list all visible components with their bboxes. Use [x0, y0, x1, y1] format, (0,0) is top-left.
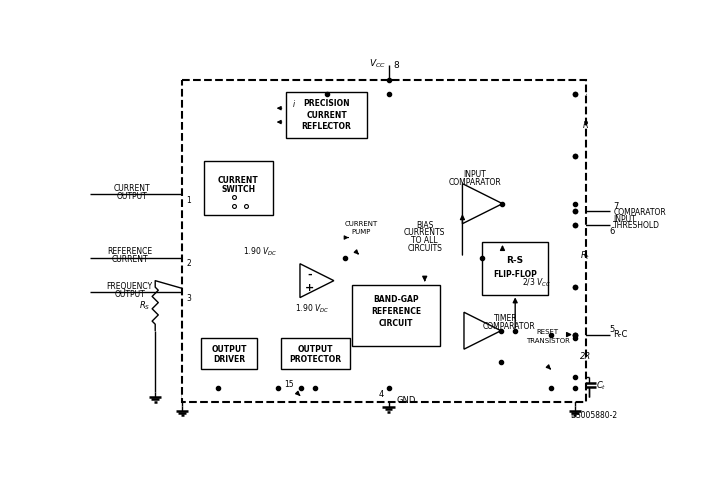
Bar	[201, 338, 257, 369]
Text: COMPARATOR: COMPARATOR	[448, 178, 501, 187]
Text: FLIP-FLOP: FLIP-FLOP	[494, 270, 537, 279]
Text: 15: 15	[284, 380, 294, 389]
Text: $V_{CC}$: $V_{CC}$	[369, 57, 386, 70]
Text: OUTPUT: OUTPUT	[117, 192, 147, 201]
Text: DRIVER: DRIVER	[213, 355, 245, 364]
Text: $R_S$: $R_S$	[139, 299, 150, 312]
Text: 2R: 2R	[580, 352, 591, 360]
Text: OUTPUT: OUTPUT	[211, 345, 247, 354]
Text: 5: 5	[610, 325, 615, 334]
Text: 1.90 $V_{DC}$: 1.90 $V_{DC}$	[244, 245, 278, 258]
Text: $R_t$: $R_t$	[581, 250, 591, 262]
Text: CURRENT: CURRENT	[111, 255, 148, 264]
Bar	[351, 284, 440, 346]
Text: 8: 8	[394, 61, 399, 70]
Text: PRECISION: PRECISION	[303, 99, 350, 108]
Text: 1: 1	[186, 196, 191, 205]
Text: TRANSISTOR: TRANSISTOR	[526, 338, 570, 344]
Text: CIRCUIT: CIRCUIT	[379, 318, 413, 327]
Text: R-C: R-C	[613, 330, 628, 339]
Text: $C_t$: $C_t$	[596, 379, 606, 391]
Bar	[281, 338, 350, 369]
Text: REFERENCE: REFERENCE	[107, 247, 152, 256]
Text: 7: 7	[613, 202, 619, 211]
Text: DS005880-2: DS005880-2	[570, 411, 617, 420]
Text: 2/3 $V_{CC}$: 2/3 $V_{CC}$	[522, 277, 552, 289]
Text: COMPARATOR: COMPARATOR	[483, 322, 536, 331]
Text: SWITCH: SWITCH	[221, 185, 256, 194]
Text: GND: GND	[396, 396, 415, 405]
Bar	[482, 242, 548, 294]
Text: CURRENT: CURRENT	[114, 184, 151, 193]
Text: CURRENT: CURRENT	[218, 176, 259, 185]
Text: PROTECTOR: PROTECTOR	[289, 355, 341, 364]
Text: OUTPUT: OUTPUT	[115, 290, 145, 299]
Text: REFERENCE: REFERENCE	[371, 307, 421, 316]
Text: BIAS: BIAS	[416, 221, 434, 230]
Text: i: i	[292, 100, 294, 109]
Text: PUMP: PUMP	[351, 229, 370, 235]
Text: +: +	[305, 282, 314, 293]
Text: FREQUENCY: FREQUENCY	[107, 282, 153, 291]
Text: TIMER: TIMER	[494, 314, 517, 323]
Text: -: -	[307, 270, 312, 280]
Text: INPUT: INPUT	[613, 215, 636, 224]
Text: 4: 4	[378, 390, 384, 399]
Text: 2: 2	[186, 259, 191, 268]
Bar	[286, 92, 367, 138]
Bar	[182, 80, 586, 402]
Text: REFLECTOR: REFLECTOR	[301, 122, 351, 131]
Text: RESET: RESET	[537, 329, 559, 335]
Bar	[203, 161, 273, 215]
Text: 1.90 $V_{DC}$: 1.90 $V_{DC}$	[295, 302, 329, 315]
Text: R: R	[583, 120, 589, 130]
Text: CURRENTS: CURRENTS	[404, 228, 446, 238]
Text: 3: 3	[186, 294, 191, 303]
Text: THRESHOLD: THRESHOLD	[613, 221, 660, 230]
Text: CURRENT: CURRENT	[344, 221, 377, 228]
Text: OUTPUT: OUTPUT	[298, 345, 333, 354]
Text: BAND-GAP: BAND-GAP	[373, 295, 419, 304]
Text: 6: 6	[610, 227, 615, 236]
Text: TO ALL: TO ALL	[411, 236, 438, 245]
Text: CIRCUITS: CIRCUITS	[408, 244, 442, 253]
Text: R-S: R-S	[507, 256, 524, 265]
Text: COMPARATOR: COMPARATOR	[613, 208, 666, 217]
Text: CURRENT: CURRENT	[306, 110, 347, 120]
Text: i: i	[327, 122, 329, 131]
Text: INPUT: INPUT	[463, 170, 486, 179]
